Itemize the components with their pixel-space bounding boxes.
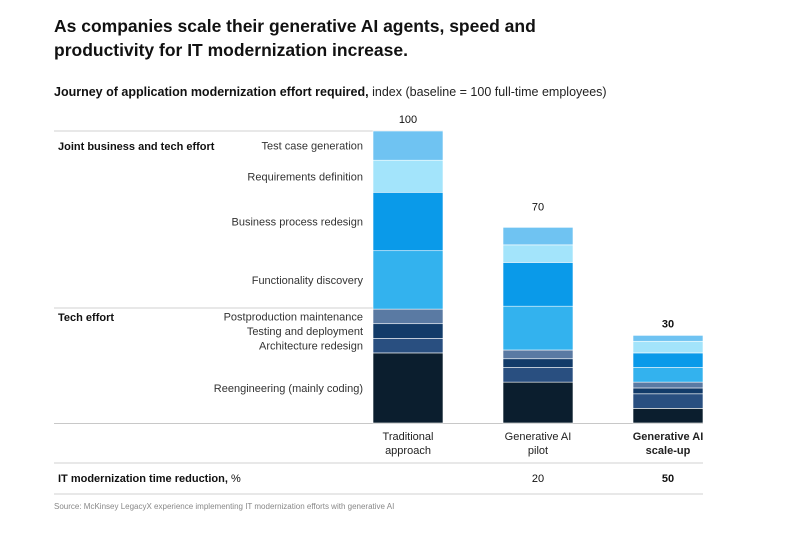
footer-row-label-rest: %: [228, 473, 241, 485]
bar-segment-postproduction-maintenance-1: [372, 308, 444, 325]
total-label-2: 70: [532, 202, 544, 214]
category-label-2-line-1: Generative AI: [505, 431, 572, 443]
group-label-joint: Joint business and tech effort: [58, 141, 215, 153]
bar-segment-testing-and-deployment-3: [632, 387, 704, 395]
chart-title-line-1: As companies scale their generative AI a…: [54, 16, 536, 36]
category-label-1-line-1: Traditional: [383, 431, 434, 443]
bar-segment-postproduction-maintenance-2: [502, 349, 574, 360]
bar-segment-reengineering-mainly-coding-2: [502, 381, 574, 424]
bar-segment-requirements-definition-1: [372, 159, 444, 193]
series-label-requirements-definition: Requirements definition: [247, 171, 363, 183]
bar-segment-architecture-redesign-2: [502, 367, 574, 383]
chart-subtitle: Journey of application modernization eff…: [54, 85, 607, 99]
bar-segment-reengineering-mainly-coding-1: [372, 352, 444, 424]
bar-segment-business-process-redesign-2: [502, 262, 574, 307]
bar-segment-testing-and-deployment-2: [502, 358, 574, 368]
footer-row-label: IT modernization time reduction, %: [58, 473, 241, 485]
series-label-reengineering-mainly-coding: Reengineering (mainly coding): [214, 383, 363, 395]
bar-segment-architecture-redesign-3: [632, 393, 704, 409]
total-label-1: 100: [399, 114, 417, 126]
bar-segment-test-case-generation-2: [502, 227, 574, 246]
bar-segment-test-case-generation-3: [632, 335, 704, 342]
chart-subtitle-rest: index (baseline = 100 full-time employee…: [368, 85, 607, 99]
bar-segment-functionality-discovery-1: [372, 250, 444, 310]
chart-subtitle-bold: Journey of application modernization eff…: [54, 85, 369, 99]
chart-title-line-2: productivity for IT modernization increa…: [54, 40, 408, 60]
bar-segment-architecture-redesign-1: [372, 338, 444, 354]
chart-title: As companies scale their generative AI a…: [54, 14, 694, 62]
footer-row-value-2: 20: [532, 473, 544, 485]
footer-row-label-bold: IT modernization time reduction,: [58, 473, 228, 485]
bar-segment-business-process-redesign-3: [632, 352, 704, 368]
bar-segment-postproduction-maintenance-3: [632, 381, 704, 389]
category-label-3-line-1: Generative AI: [633, 431, 704, 443]
bar-segment-requirements-definition-3: [632, 340, 704, 354]
bar-segment-testing-and-deployment-1: [372, 323, 444, 339]
bar-segment-reengineering-mainly-coding-3: [632, 408, 704, 424]
category-label-1-line-2: approach: [385, 445, 431, 457]
bar-segment-functionality-discovery-3: [632, 367, 704, 383]
bar-segment-test-case-generation-1: [372, 130, 444, 161]
source-note: Source: McKinsey LegacyX experience impl…: [54, 502, 395, 511]
category-label-2-line-2: pilot: [528, 445, 548, 457]
total-label-3: 30: [662, 318, 674, 330]
group-label-tech: Tech effort: [58, 312, 114, 324]
bar-segment-requirements-definition-2: [502, 244, 574, 263]
series-label-postproduction-maintenance: Postproduction maintenance: [224, 311, 363, 323]
category-label-3-line-2: scale-up: [646, 445, 691, 457]
bar-segment-functionality-discovery-2: [502, 305, 574, 351]
series-label-business-process-redesign: Business process redesign: [232, 217, 363, 229]
series-label-functionality-discovery: Functionality discovery: [252, 275, 364, 287]
bar-segment-business-process-redesign-1: [372, 192, 444, 252]
footer-row-value-3: 50: [662, 473, 674, 485]
series-label-test-case-generation: Test case generation: [261, 141, 363, 153]
series-label-testing-and-deployment: Testing and deployment: [247, 326, 363, 338]
series-label-architecture-redesign: Architecture redesign: [259, 341, 363, 353]
